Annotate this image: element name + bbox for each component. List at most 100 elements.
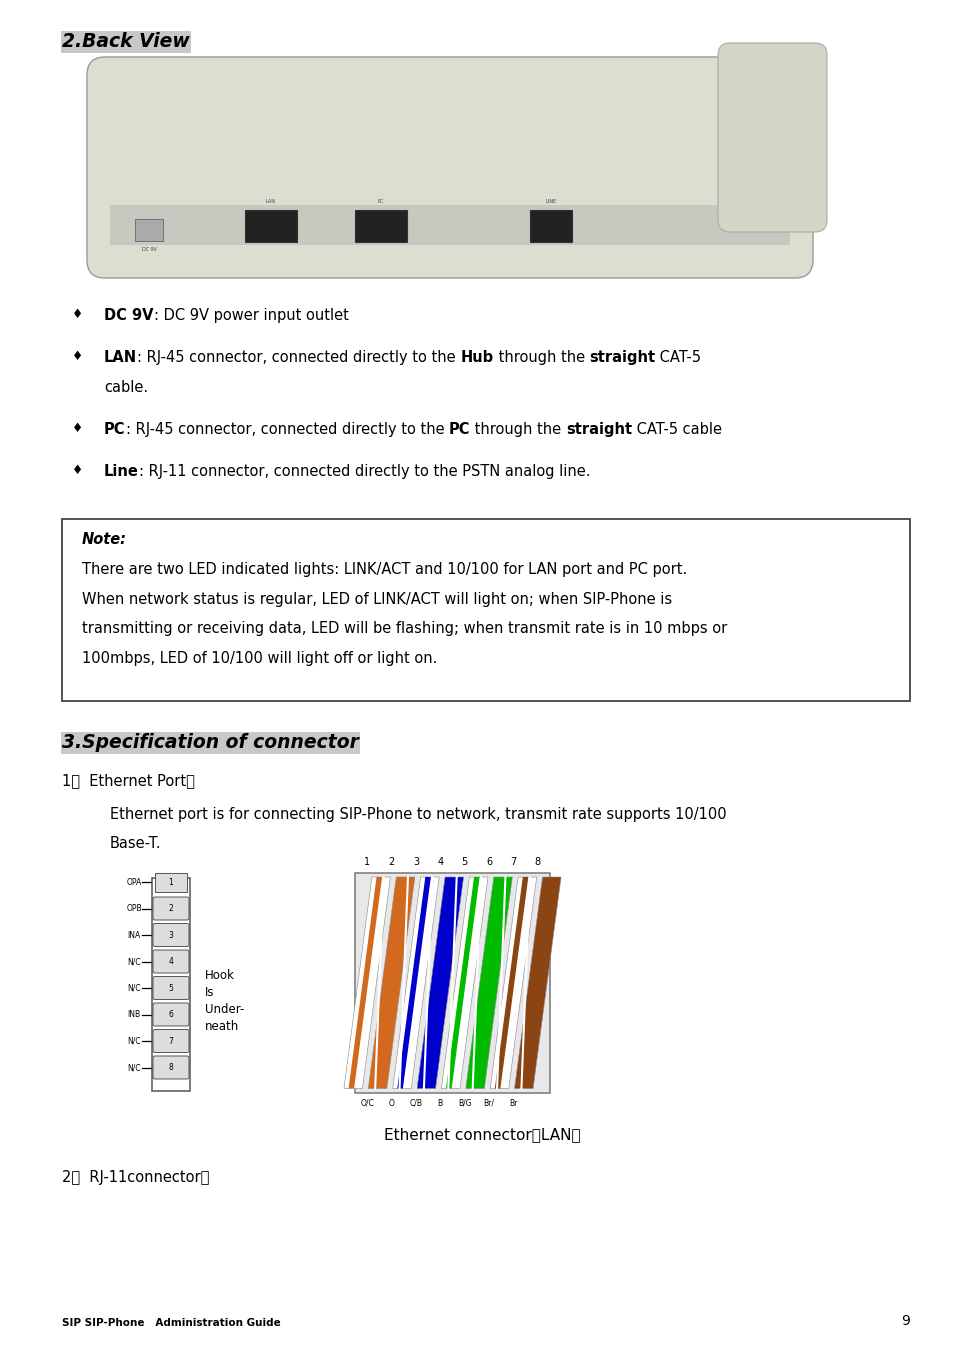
Text: : DC 9V power input outlet: : DC 9V power input outlet (153, 308, 348, 323)
Text: through the: through the (493, 350, 589, 365)
FancyBboxPatch shape (152, 950, 189, 973)
FancyBboxPatch shape (152, 1056, 189, 1079)
Text: DC 9V: DC 9V (141, 247, 156, 252)
Text: 1: 1 (169, 878, 173, 887)
Text: DC 9V: DC 9V (104, 308, 153, 323)
Text: 8: 8 (169, 1062, 173, 1072)
Text: CAT-5 cable: CAT-5 cable (632, 423, 721, 437)
FancyBboxPatch shape (152, 1030, 189, 1053)
Text: LAN: LAN (266, 198, 275, 204)
Text: Base-T.: Base-T. (110, 836, 161, 850)
Text: OPA: OPA (127, 878, 142, 887)
Text: ♦: ♦ (71, 464, 83, 477)
Text: LINE: LINE (545, 198, 556, 204)
Polygon shape (441, 878, 487, 1088)
Text: ♦: ♦ (71, 308, 83, 321)
Text: Note:: Note: (82, 532, 127, 547)
Text: : RJ-45 connector, connected directly to the: : RJ-45 connector, connected directly to… (137, 350, 460, 365)
Text: Hub: Hub (460, 350, 493, 365)
Polygon shape (446, 878, 479, 1088)
FancyBboxPatch shape (152, 896, 189, 919)
Text: Br/: Br/ (483, 1099, 494, 1107)
Text: N/C: N/C (127, 1062, 140, 1072)
Text: O: O (388, 1099, 395, 1107)
Text: 2: 2 (388, 857, 395, 867)
Text: 7: 7 (510, 857, 516, 867)
Bar (71, 50, 899, 285)
Text: PC: PC (448, 423, 470, 437)
Text: N/C: N/C (127, 984, 140, 992)
Text: O/C: O/C (360, 1099, 374, 1107)
Text: N/C: N/C (127, 957, 140, 967)
Text: transmitting or receiving data, LED will be flashing; when transmit rate is in 1: transmitting or receiving data, LED will… (82, 621, 726, 636)
Text: Ethernet port is for connecting SIP-Phone to network, transmit rate supports 10/: Ethernet port is for connecting SIP-Phon… (110, 807, 726, 822)
Text: straight: straight (589, 350, 655, 365)
Text: INA: INA (127, 930, 140, 940)
Text: 9: 9 (901, 1314, 909, 1328)
Text: Hook
Is
Under-
neath: Hook Is Under- neath (205, 969, 244, 1033)
Text: 5: 5 (169, 984, 173, 992)
Text: 100mbps, LED of 10/100 will light off or light on.: 100mbps, LED of 10/100 will light off or… (82, 651, 436, 666)
Text: 4: 4 (169, 957, 173, 967)
Text: : RJ-11 connector, connected directly to the PSTN analog line.: : RJ-11 connector, connected directly to… (139, 464, 590, 479)
Bar (135, 219, 163, 242)
Text: INB: INB (127, 1010, 140, 1019)
Bar (355, 873, 550, 1092)
Text: 6: 6 (485, 857, 492, 867)
Text: 5: 5 (461, 857, 467, 867)
Text: When network status is regular, LED of LINK/ACT will light on; when SIP-Phone is: When network status is regular, LED of L… (82, 591, 672, 606)
Polygon shape (465, 878, 512, 1088)
Polygon shape (368, 878, 415, 1088)
Polygon shape (348, 878, 382, 1088)
Bar (530, 211, 572, 242)
Polygon shape (396, 878, 431, 1088)
Text: B: B (437, 1099, 442, 1107)
Text: N/C: N/C (127, 1037, 140, 1045)
Polygon shape (416, 878, 463, 1088)
Text: Br: Br (509, 1099, 517, 1107)
Polygon shape (490, 878, 537, 1088)
Text: straight: straight (565, 423, 632, 437)
Bar (152, 878, 190, 1091)
Text: 7: 7 (169, 1037, 173, 1045)
FancyBboxPatch shape (152, 976, 189, 999)
FancyBboxPatch shape (152, 1003, 189, 1026)
Bar (245, 211, 296, 242)
Text: C/B: C/B (409, 1099, 422, 1107)
Text: 4: 4 (436, 857, 443, 867)
Text: 6: 6 (169, 1010, 173, 1019)
Text: Ethernet connector（LAN）: Ethernet connector（LAN） (384, 1127, 580, 1142)
Bar (154, 872, 187, 891)
Text: OPB: OPB (127, 904, 143, 913)
Text: SIP SIP-Phone   Administration Guide: SIP SIP-Phone Administration Guide (62, 1318, 280, 1328)
Text: PC: PC (377, 198, 384, 204)
Text: 1: 1 (364, 857, 370, 867)
Text: Line: Line (104, 464, 139, 479)
Bar (62, 518, 909, 701)
Text: 2: 2 (169, 904, 173, 913)
Text: 3: 3 (413, 857, 418, 867)
FancyBboxPatch shape (87, 57, 812, 278)
Text: B/G: B/G (457, 1099, 471, 1107)
Text: LAN: LAN (104, 350, 137, 365)
Polygon shape (514, 878, 560, 1088)
Bar (110, 205, 789, 244)
Text: 1、  Ethernet Port：: 1、 Ethernet Port： (62, 774, 194, 788)
Text: cable.: cable. (104, 379, 148, 396)
Text: CAT-5: CAT-5 (655, 350, 700, 365)
Bar (355, 211, 407, 242)
Text: 3: 3 (169, 930, 173, 940)
FancyBboxPatch shape (718, 43, 826, 232)
Text: through the: through the (470, 423, 565, 437)
Text: PC: PC (104, 423, 126, 437)
Text: There are two LED indicated lights: LINK/ACT and 10/100 for LAN port and PC port: There are two LED indicated lights: LINK… (82, 562, 686, 576)
Text: 2.Back View: 2.Back View (62, 32, 190, 51)
Text: 2、  RJ-11connector：: 2、 RJ-11connector： (62, 1169, 209, 1184)
Text: ♦: ♦ (71, 350, 83, 363)
Polygon shape (393, 878, 438, 1088)
Polygon shape (344, 878, 390, 1088)
Text: ♦: ♦ (71, 423, 83, 435)
Text: 8: 8 (535, 857, 540, 867)
Text: 3.Specification of connector: 3.Specification of connector (62, 733, 358, 752)
Polygon shape (495, 878, 528, 1088)
